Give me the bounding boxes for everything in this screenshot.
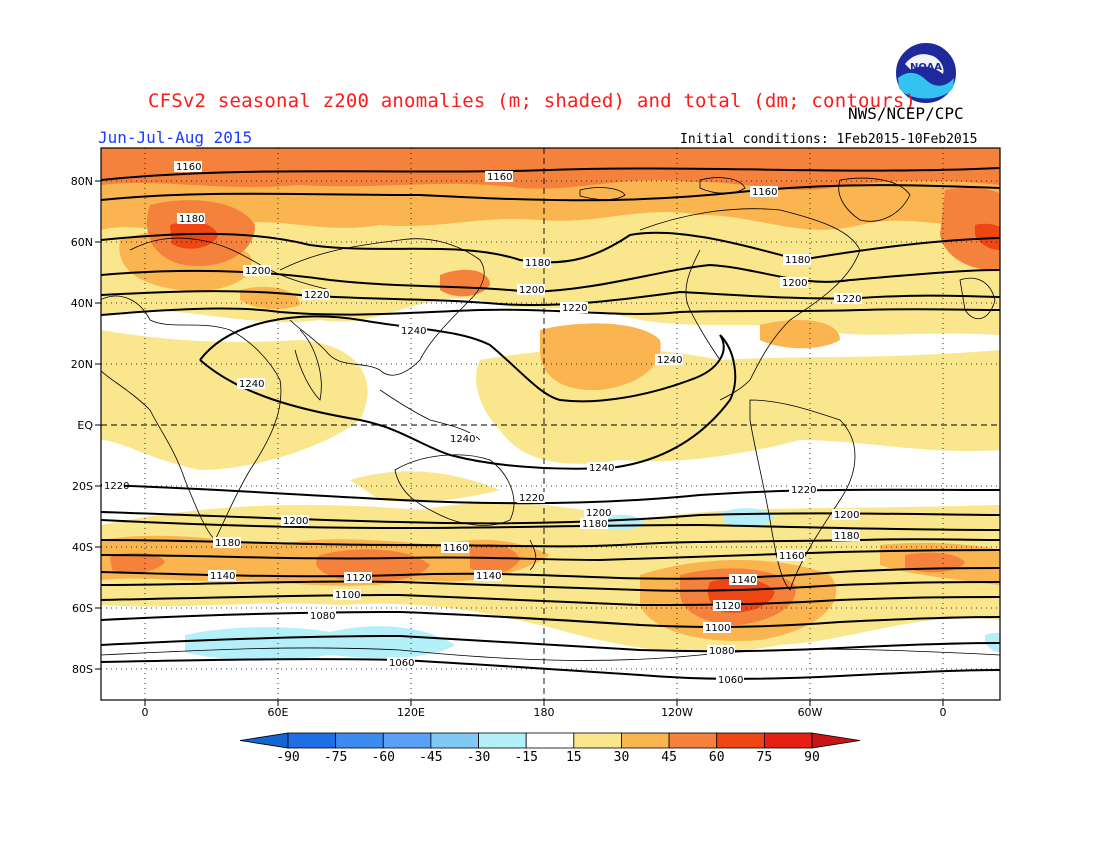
lat-lon-grid: [101, 148, 1000, 700]
contour-label: 1140: [476, 571, 501, 582]
season-label: Jun-Jul-Aug 2015: [98, 128, 253, 147]
colorbar-tick-label: -15: [514, 750, 537, 765]
colorbar-box: [382, 732, 432, 749]
contour-label: 1160: [752, 187, 777, 198]
contour-label: 1240: [589, 463, 614, 474]
lat-label: 40S: [72, 541, 93, 554]
noaa-logo: NOAA: [894, 41, 958, 105]
colorbar-arrow-high: [811, 732, 861, 749]
colorbar-tick-label: -75: [324, 750, 347, 765]
contour-label: 1200: [283, 516, 308, 527]
contour-label: 1240: [401, 326, 426, 337]
contour-label: 1060: [389, 658, 414, 669]
equator-dateline: [101, 148, 1000, 700]
contour-labels: 1160 1160 1160 1180 1180 1180 1200 1200 …: [102, 161, 862, 686]
lat-label: EQ: [77, 419, 93, 432]
colorbar-box: [335, 732, 384, 749]
colorbar-arrow-low: [239, 732, 289, 749]
lon-ticks: [144, 700, 944, 706]
height-contours: [101, 167, 1000, 680]
lat-label: 80S: [72, 663, 93, 676]
contour-label: 1240: [657, 355, 682, 366]
lat-label: 60N: [71, 236, 93, 249]
coastlines: [101, 177, 1000, 661]
contour-label: 1180: [179, 214, 204, 225]
colorbar-box: [763, 732, 813, 749]
lon-label: 0: [142, 706, 149, 719]
colorbar-box: [478, 732, 527, 749]
contour-label: 1200: [834, 510, 859, 521]
lat-ticks: [95, 180, 101, 670]
contour-label: 1180: [525, 258, 550, 269]
contour-label: 1060: [718, 675, 743, 686]
contour-label: 1220: [562, 303, 587, 314]
lat-label: 80N: [71, 175, 93, 188]
contour-label: 1080: [709, 646, 734, 657]
contour-label: 1240: [239, 379, 264, 390]
contour-label: 1100: [335, 590, 360, 601]
contour-label: 1120: [715, 601, 740, 612]
colorbar-tick-label: -90: [276, 750, 299, 765]
colorbar-tick-label: 90: [804, 750, 820, 765]
lat-label: 20N: [71, 358, 93, 371]
contour-label: 1120: [346, 573, 371, 584]
contour-label: 1220: [791, 485, 816, 496]
lat-labels: 80N 60N 40N 20N EQ 20S 40S 60S 80S: [71, 175, 94, 676]
contour-label: 1200: [782, 278, 807, 289]
colorbar-box: [668, 732, 718, 749]
contour-label: 1180: [582, 519, 607, 530]
contour-label: 1200: [245, 266, 270, 277]
contour-label: 1100: [705, 623, 730, 634]
colorbar-box: [287, 732, 337, 749]
colorbar-box: [716, 732, 765, 749]
agency-label: NWS/NCEP/CPC: [848, 104, 964, 123]
contour-label: 1140: [210, 571, 235, 582]
colorbar-box: [430, 732, 479, 749]
colorbar-tick-label: 75: [757, 750, 773, 765]
initial-conditions-label: Initial conditions: 1Feb2015-10Feb2015: [680, 132, 978, 147]
colorbar-tick-label: 60: [709, 750, 725, 765]
contour-label: 1160: [176, 162, 201, 173]
lat-label: 20S: [72, 480, 93, 493]
colorbar-tick-label: 15: [566, 750, 582, 765]
contour-label: 1220: [104, 481, 129, 492]
lon-label: 180: [534, 706, 555, 719]
contour-label: 1160: [779, 551, 804, 562]
colorbar-box: [573, 732, 622, 749]
contour-label: 1180: [785, 255, 810, 266]
contour-label: 1240: [450, 434, 475, 445]
colorbar-tick-label: 30: [614, 750, 630, 765]
colorbar-box: [621, 732, 670, 749]
colorbar-tick-label: -30: [467, 750, 490, 765]
contour-label: 1160: [487, 172, 512, 183]
logo-text: NOAA: [910, 62, 942, 73]
lon-label: 60E: [268, 706, 289, 719]
colorbar-box: [525, 732, 575, 749]
lat-label: 60S: [72, 602, 93, 615]
contour-label: 1220: [519, 493, 544, 504]
contour-label: 1080: [310, 611, 335, 622]
colorbar-tick-label: -60: [372, 750, 395, 765]
lon-labels: 0 60E 120E 180 120W 60W 0: [142, 706, 947, 719]
lon-label: 120E: [397, 706, 425, 719]
contour-label: 1200: [519, 285, 544, 296]
lat-label: 40N: [71, 297, 93, 310]
colorbar-tick-label: -45: [419, 750, 442, 765]
map-title: CFSv2 seasonal z200 anomalies (m; shaded…: [148, 90, 917, 112]
lon-label: 0: [940, 706, 947, 719]
colorbar-tick-label: 45: [661, 750, 677, 765]
lon-label: 120W: [661, 706, 693, 719]
lon-label: 60W: [798, 706, 823, 719]
contour-label: 1160: [443, 543, 468, 554]
contour-label: 1180: [215, 538, 240, 549]
contour-label: 1140: [731, 575, 756, 586]
colorbar: -90 -75 -60 -45 -30 -15 15 30 45 60 75 90: [239, 732, 861, 765]
contour-label: 1180: [834, 531, 859, 542]
contour-label: 1200: [586, 508, 611, 519]
contour-label: 1220: [304, 290, 329, 301]
contour-label: 1220: [836, 294, 861, 305]
map-frame: [100, 147, 1001, 701]
